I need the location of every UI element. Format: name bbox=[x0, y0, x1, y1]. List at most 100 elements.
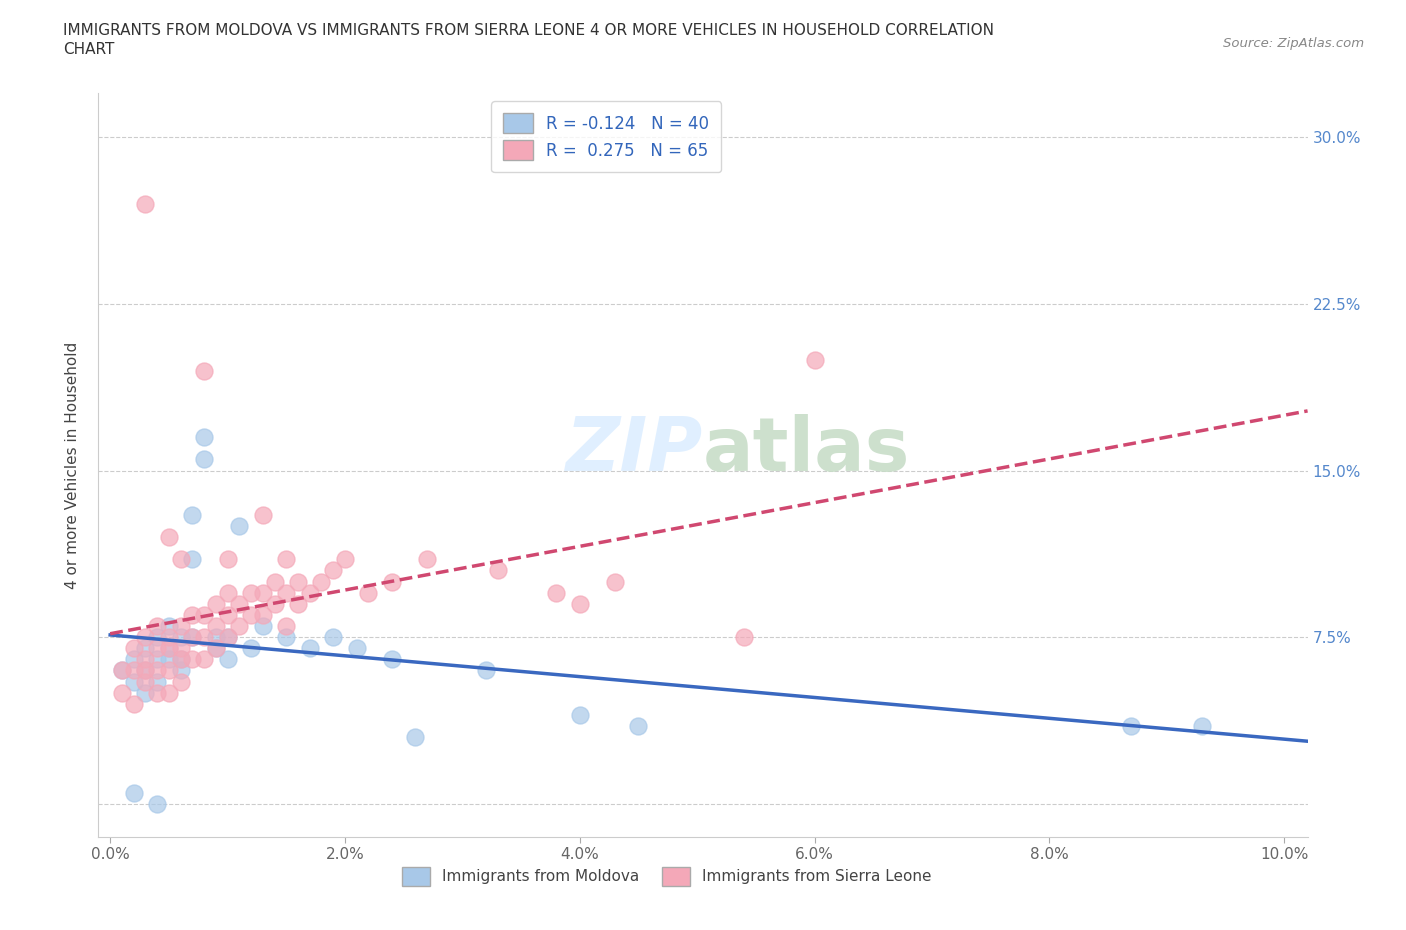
Point bbox=[263, 596, 285, 611]
Point bbox=[287, 596, 309, 611]
Point bbox=[228, 596, 250, 611]
Point bbox=[204, 641, 226, 656]
Point bbox=[146, 641, 169, 656]
Point bbox=[134, 663, 156, 678]
Point bbox=[146, 663, 169, 678]
Point bbox=[298, 641, 321, 656]
Point bbox=[146, 796, 169, 811]
Point bbox=[357, 585, 380, 600]
Point bbox=[134, 196, 156, 211]
Text: ZIP: ZIP bbox=[565, 414, 703, 486]
Text: CHART: CHART bbox=[63, 42, 115, 57]
Point bbox=[134, 663, 156, 678]
Point bbox=[193, 430, 215, 445]
Point bbox=[276, 551, 298, 566]
Point bbox=[204, 641, 226, 656]
Point bbox=[276, 630, 298, 644]
Point bbox=[322, 563, 344, 578]
Point bbox=[252, 585, 274, 600]
Point bbox=[346, 641, 368, 656]
Point bbox=[193, 630, 215, 644]
Point bbox=[217, 585, 239, 600]
Point bbox=[181, 607, 204, 622]
Point bbox=[122, 785, 145, 800]
Point bbox=[134, 652, 156, 667]
Point bbox=[181, 630, 204, 644]
Text: Source: ZipAtlas.com: Source: ZipAtlas.com bbox=[1223, 37, 1364, 50]
Point bbox=[146, 685, 169, 700]
Point bbox=[122, 674, 145, 689]
Point bbox=[134, 630, 156, 644]
Point bbox=[381, 652, 404, 667]
Text: atlas: atlas bbox=[703, 414, 910, 486]
Point bbox=[546, 585, 568, 600]
Point bbox=[217, 607, 239, 622]
Point bbox=[122, 697, 145, 711]
Point bbox=[169, 641, 191, 656]
Point bbox=[146, 652, 169, 667]
Point bbox=[122, 641, 145, 656]
Point bbox=[169, 674, 191, 689]
Point bbox=[568, 708, 591, 723]
Point bbox=[204, 596, 226, 611]
Point bbox=[416, 551, 439, 566]
Point bbox=[381, 574, 404, 589]
Point bbox=[157, 641, 180, 656]
Point bbox=[157, 618, 180, 633]
Point bbox=[486, 563, 509, 578]
Point bbox=[287, 574, 309, 589]
Point bbox=[240, 641, 263, 656]
Point bbox=[169, 652, 191, 667]
Point bbox=[169, 663, 191, 678]
Point bbox=[217, 551, 239, 566]
Point bbox=[1121, 719, 1143, 734]
Point bbox=[134, 685, 156, 700]
Point bbox=[157, 630, 180, 644]
Point bbox=[157, 652, 180, 667]
Point bbox=[204, 618, 226, 633]
Point bbox=[217, 630, 239, 644]
Point bbox=[181, 652, 204, 667]
Point bbox=[298, 585, 321, 600]
Point bbox=[1191, 719, 1213, 734]
Point bbox=[134, 641, 156, 656]
Point bbox=[733, 630, 755, 644]
Point bbox=[228, 618, 250, 633]
Point bbox=[404, 730, 426, 745]
Point bbox=[252, 508, 274, 523]
Point bbox=[111, 663, 134, 678]
Point bbox=[169, 551, 191, 566]
Point bbox=[568, 596, 591, 611]
Point bbox=[217, 630, 239, 644]
Point bbox=[322, 630, 344, 644]
Point bbox=[263, 574, 285, 589]
Point bbox=[146, 618, 169, 633]
Point bbox=[134, 674, 156, 689]
Point bbox=[122, 652, 145, 667]
Point bbox=[333, 551, 356, 566]
Point bbox=[228, 519, 250, 534]
Point bbox=[157, 663, 180, 678]
Point bbox=[193, 364, 215, 379]
Point bbox=[157, 530, 180, 545]
Legend: Immigrants from Moldova, Immigrants from Sierra Leone: Immigrants from Moldova, Immigrants from… bbox=[391, 857, 942, 897]
Point bbox=[276, 618, 298, 633]
Point bbox=[627, 719, 650, 734]
Point bbox=[122, 663, 145, 678]
Point bbox=[193, 607, 215, 622]
Point bbox=[146, 674, 169, 689]
Text: IMMIGRANTS FROM MOLDOVA VS IMMIGRANTS FROM SIERRA LEONE 4 OR MORE VEHICLES IN HO: IMMIGRANTS FROM MOLDOVA VS IMMIGRANTS FR… bbox=[63, 23, 994, 38]
Point bbox=[169, 652, 191, 667]
Point bbox=[252, 618, 274, 633]
Point bbox=[157, 685, 180, 700]
Point bbox=[276, 585, 298, 600]
Point bbox=[111, 685, 134, 700]
Point bbox=[803, 352, 825, 367]
Point bbox=[217, 652, 239, 667]
Point bbox=[603, 574, 626, 589]
Point bbox=[169, 630, 191, 644]
Point bbox=[111, 663, 134, 678]
Point bbox=[193, 452, 215, 467]
Point bbox=[181, 630, 204, 644]
Point bbox=[204, 630, 226, 644]
